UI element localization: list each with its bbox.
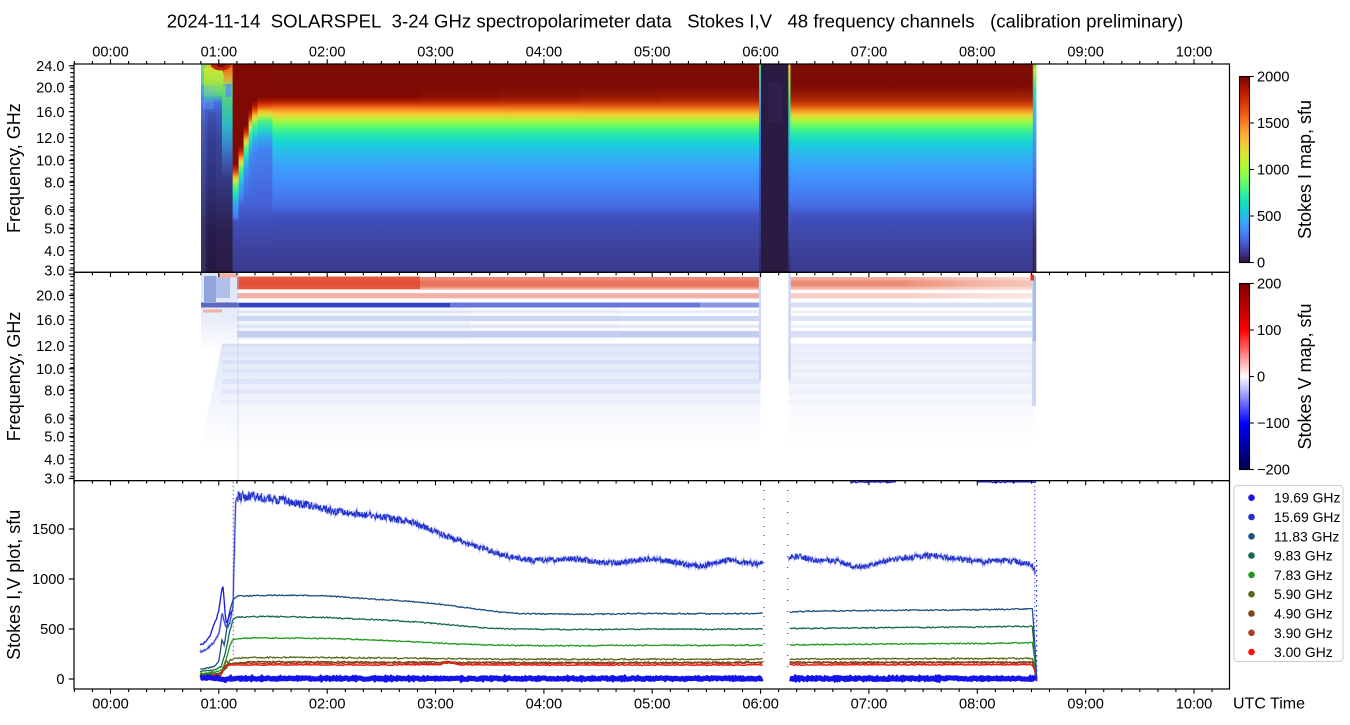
svg-text:Frequency, GHz: Frequency, GHz <box>4 103 24 233</box>
svg-text:7.83 GHz: 7.83 GHz <box>1274 567 1333 583</box>
svg-text:5.0: 5.0 <box>44 430 64 446</box>
svg-text:02:00: 02:00 <box>309 696 346 712</box>
svg-text:1000: 1000 <box>1257 163 1289 179</box>
svg-text:UTC Time: UTC Time <box>1233 695 1305 712</box>
svg-text:1500: 1500 <box>32 522 64 538</box>
svg-text:500: 500 <box>1257 209 1281 225</box>
svg-text:00:00: 00:00 <box>92 696 129 712</box>
svg-text:02:00: 02:00 <box>309 45 346 61</box>
svg-text:20.0: 20.0 <box>36 80 64 96</box>
svg-text:07:00: 07:00 <box>851 45 888 61</box>
svg-text:6.0: 6.0 <box>44 203 64 219</box>
svg-text:15.69 GHz: 15.69 GHz <box>1274 509 1340 525</box>
svg-text:5.0: 5.0 <box>44 221 64 237</box>
svg-text:24.0: 24.0 <box>36 59 64 75</box>
svg-text:Frequency, GHz: Frequency, GHz <box>4 312 24 442</box>
svg-text:00:00: 00:00 <box>92 45 129 61</box>
svg-text:8.0: 8.0 <box>44 175 64 191</box>
svg-text:06:00: 06:00 <box>742 696 779 712</box>
svg-text:2000: 2000 <box>1257 70 1289 86</box>
svg-text:10:00: 10:00 <box>1176 696 1213 712</box>
svg-text:8.0: 8.0 <box>44 384 64 400</box>
svg-text:12.0: 12.0 <box>36 339 64 355</box>
svg-text:08:00: 08:00 <box>959 45 996 61</box>
svg-text:1000: 1000 <box>32 572 64 588</box>
svg-text:5.90 GHz: 5.90 GHz <box>1274 586 1333 602</box>
svg-text:−200: −200 <box>1257 463 1290 479</box>
svg-text:4.90 GHz: 4.90 GHz <box>1274 606 1333 622</box>
svg-text:9.83 GHz: 9.83 GHz <box>1274 548 1333 564</box>
svg-text:01:00: 01:00 <box>201 696 238 712</box>
svg-text:10:00: 10:00 <box>1176 45 1213 61</box>
svg-text:500: 500 <box>40 622 64 638</box>
svg-text:3.90 GHz: 3.90 GHz <box>1274 625 1333 641</box>
svg-text:−100: −100 <box>1257 416 1290 432</box>
svg-text:0: 0 <box>1257 370 1265 386</box>
svg-text:200: 200 <box>1257 277 1281 293</box>
svg-text:3.00 GHz: 3.00 GHz <box>1274 644 1333 660</box>
svg-text:3.0: 3.0 <box>44 472 64 488</box>
svg-text:05:00: 05:00 <box>634 696 671 712</box>
svg-text:Stokes I,V plot, sfu: Stokes I,V plot, sfu <box>4 510 24 660</box>
svg-text:04:00: 04:00 <box>526 45 563 61</box>
svg-text:3.0: 3.0 <box>44 263 64 279</box>
svg-text:11.83 GHz: 11.83 GHz <box>1274 528 1339 544</box>
svg-text:09:00: 09:00 <box>1067 696 1104 712</box>
svg-text:12.0: 12.0 <box>36 131 64 147</box>
svg-text:0: 0 <box>1257 256 1265 272</box>
svg-text:03:00: 03:00 <box>417 45 454 61</box>
svg-text:6.0: 6.0 <box>44 411 64 427</box>
svg-text:1500: 1500 <box>1257 116 1289 132</box>
svg-text:16.0: 16.0 <box>36 105 64 121</box>
svg-text:19.69 GHz: 19.69 GHz <box>1274 490 1340 506</box>
svg-text:03:00: 03:00 <box>417 696 454 712</box>
svg-text:05:00: 05:00 <box>634 45 671 61</box>
svg-text:16.0: 16.0 <box>36 313 64 329</box>
svg-text:09:00: 09:00 <box>1067 45 1104 61</box>
svg-text:10.0: 10.0 <box>36 154 64 170</box>
svg-text:10.0: 10.0 <box>36 362 64 378</box>
svg-text:100: 100 <box>1257 323 1281 339</box>
svg-text:2024-11-14 SOLARSPEL 3-24 GH: 2024-11-14 SOLARSPEL 3-24 GHz spectropol… <box>167 11 1184 32</box>
svg-text:Stokes V map, sfu: Stokes V map, sfu <box>1295 303 1315 449</box>
svg-text:4.0: 4.0 <box>44 244 64 260</box>
svg-text:20.0: 20.0 <box>36 289 64 305</box>
svg-text:04:00: 04:00 <box>526 696 563 712</box>
svg-text:0: 0 <box>56 672 64 688</box>
svg-text:Stokes I map, sfu: Stokes I map, sfu <box>1295 100 1315 239</box>
svg-text:06:00: 06:00 <box>742 45 779 61</box>
svg-text:07:00: 07:00 <box>851 696 888 712</box>
svg-text:08:00: 08:00 <box>959 696 996 712</box>
svg-text:01:00: 01:00 <box>201 45 238 61</box>
svg-text:4.0: 4.0 <box>44 452 64 468</box>
